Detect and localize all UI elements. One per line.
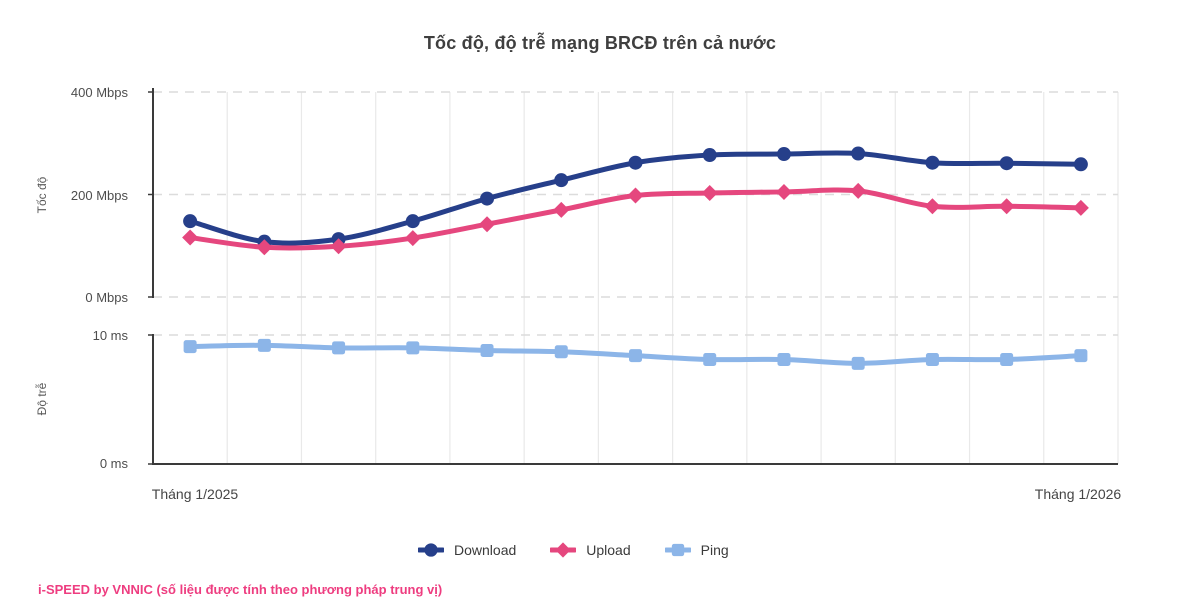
legend-item-upload[interactable]: Upload [550,541,631,559]
attribution-note: i-SPEED by VNNIC (số liệu được tính theo… [38,582,443,597]
ytick-0-mbps: 0 Mbps [85,290,128,305]
xtick-jan-2026: Tháng 1/2026 [1034,486,1122,502]
chart-legend: Download Upload Ping [418,541,729,559]
chart-title: Tốc độ, độ trễ mạng BRCĐ trên cả nước [423,33,777,53]
ping-line-marker-icon [664,543,691,557]
download-line-marker-icon [418,543,444,557]
ytick-0-ms: 0 ms [99,456,128,471]
legend-label-download: Download [454,542,517,558]
legend-label-upload: Upload [586,542,631,558]
yaxis-label-latency: Độ trễ [35,382,49,416]
xtick-jan-2025: Tháng 1/2025 [151,486,239,502]
legend-item-download[interactable]: Download [418,541,516,559]
ytick-200-mbps: 200 Mbps [70,188,128,203]
ytick-400-mbps: 400 Mbps [70,85,128,100]
upload-line-marker-icon [550,542,577,558]
yaxis-label-speed: Tốc độ [35,176,49,214]
legend-label-ping: Ping [700,542,729,558]
ytick-10-ms: 10 ms [92,328,128,343]
legend-item-ping[interactable]: Ping [664,541,729,559]
